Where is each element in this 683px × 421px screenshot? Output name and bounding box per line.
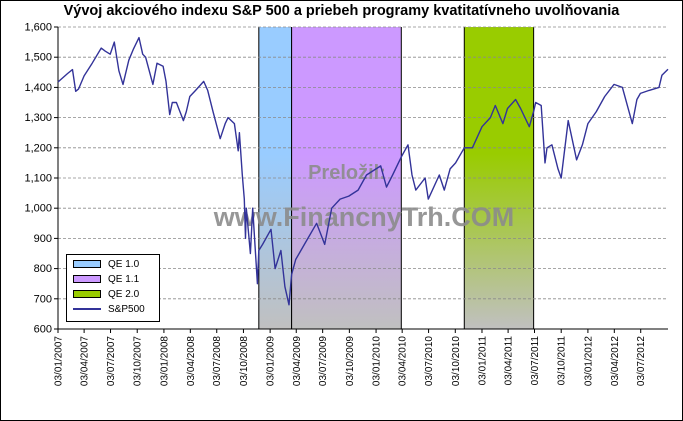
y-tick-label: 1,200: [24, 142, 52, 154]
x-tick-label: 03/07/2012: [636, 336, 647, 386]
legend-line-sp500: [73, 308, 101, 310]
y-tick-label: 1,600: [24, 22, 52, 34]
x-tick-label: 03/07/2007: [106, 336, 117, 386]
y-tick-label: 700: [34, 293, 52, 305]
x-tick-label: 03/10/2009: [345, 336, 356, 386]
legend-item-qe20: QE 2.0: [73, 288, 139, 300]
x-tick-label: 03/10/2007: [133, 336, 144, 386]
legend-label-qe10: QE 1.0: [108, 258, 140, 270]
legend-label-qe20: QE 2.0: [108, 288, 140, 300]
x-tick-label: 03/04/2008: [186, 336, 197, 386]
legend-swatch-qe11: [73, 275, 101, 283]
x-tick-label: 03/01/2011: [477, 336, 488, 386]
series-line-sp500: [57, 36, 669, 306]
y-tick-label: 1,400: [24, 82, 52, 94]
x-tick-label: 03/04/2011: [504, 336, 515, 386]
x-tick-label: 03/04/2009: [292, 336, 303, 386]
legend-label-qe11: QE 1.1: [108, 273, 140, 285]
x-tick-label: 03/01/2008: [159, 336, 170, 386]
y-tick-label: 800: [34, 263, 52, 275]
legend: QE 1.0 QE 1.1 QE 2.0 S&P500: [66, 254, 160, 322]
legend-item-sp500: S&P500: [73, 303, 145, 315]
x-tick-label: 03/04/2007: [80, 336, 91, 386]
y-tick-label: 1,000: [24, 203, 52, 215]
legend-swatch-qe10: [73, 260, 101, 268]
legend-label-sp500: S&P500: [108, 303, 145, 315]
x-tick-label: 03/10/2008: [239, 336, 250, 386]
x-tick-label: 03/10/2011: [557, 336, 568, 386]
x-tick-label: 03/01/2010: [372, 336, 383, 386]
x-tick-label: 03/04/2010: [398, 336, 409, 386]
y-tick-label: 600: [34, 324, 52, 336]
x-tick-label: 03/07/2008: [212, 336, 223, 386]
y-tick-label: 1,500: [24, 52, 52, 64]
x-tick-label: 03/01/2009: [266, 336, 277, 386]
legend-item-qe11: QE 1.1: [73, 273, 139, 285]
y-tick-label: 1,300: [24, 112, 52, 124]
x-tick-label: 03/07/2009: [318, 336, 329, 386]
x-tick-label: 03/04/2012: [610, 336, 621, 386]
legend-item-qe10: QE 1.0: [73, 258, 139, 270]
chart-title: Vývoj akciového indexu S&P 500 a priebeh…: [63, 3, 620, 19]
watermark-prelozil: Preložil:: [308, 162, 386, 184]
y-tick-label: 1,100: [24, 173, 52, 185]
x-tick-label: 03/10/2010: [451, 336, 462, 386]
watermark-url: www.FinancnyTrh.COM: [213, 202, 515, 232]
y-tick-label: 900: [34, 233, 52, 245]
x-tick-label: 03/01/2007: [54, 336, 65, 386]
x-tick-label: 03/07/2011: [530, 336, 541, 386]
x-tick-label: 03/01/2012: [583, 336, 594, 386]
x-tick-label: 03/07/2010: [424, 336, 435, 386]
legend-swatch-qe20: [73, 290, 101, 298]
